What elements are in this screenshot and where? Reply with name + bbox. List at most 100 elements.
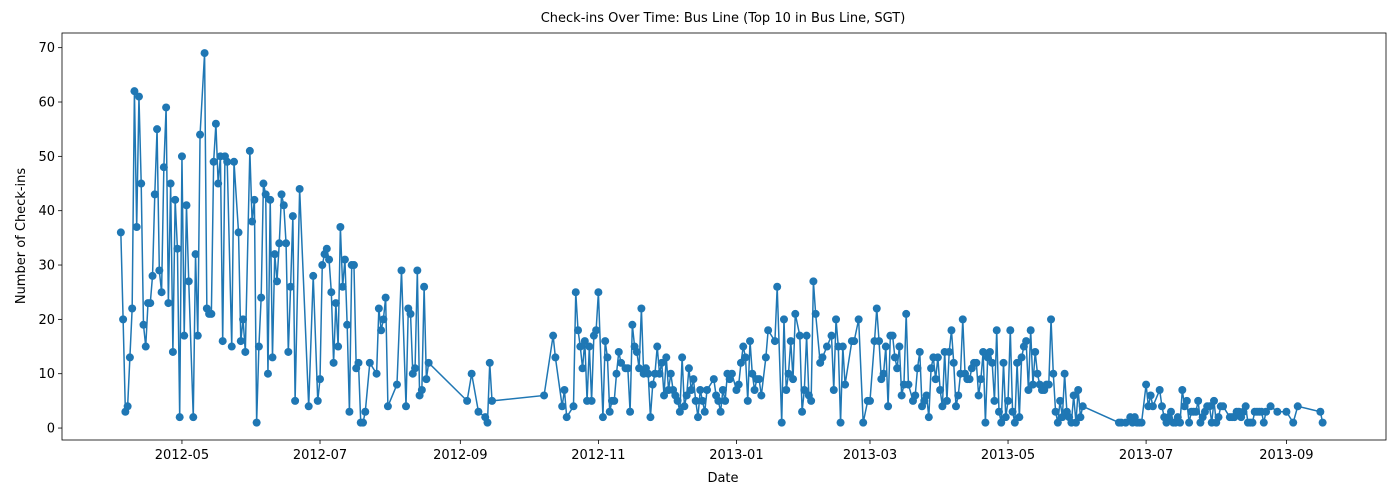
point [1004,396,1013,405]
point [646,413,655,422]
point [689,375,698,384]
point [922,391,931,400]
point [1166,407,1175,416]
point [931,375,940,384]
point [254,342,263,351]
y-tick-label: 60 [38,96,55,111]
point [893,364,902,373]
point [132,222,141,231]
point [727,369,736,378]
y-tick-label: 0 [47,422,55,437]
point [1293,402,1302,411]
point [682,391,691,400]
point [1209,396,1218,405]
point [757,391,766,400]
point [1056,396,1065,405]
point [936,386,945,395]
point [474,407,483,416]
point [947,326,956,335]
point [1316,407,1325,416]
point [1318,418,1327,427]
point [879,369,888,378]
point [902,309,911,318]
point [313,396,322,405]
point [252,418,261,427]
point [137,179,146,188]
point [263,369,272,378]
point [1155,386,1164,395]
point [716,407,725,416]
point [691,396,700,405]
point [994,407,1003,416]
point [809,277,818,286]
point [924,413,933,422]
point [1259,418,1268,427]
point [134,92,143,101]
point [424,358,433,367]
point [562,413,571,422]
point [635,364,644,373]
point [349,261,358,270]
point [895,342,904,351]
point [580,337,589,346]
x-tick-label: 2013-05 [981,448,1035,463]
point [1219,402,1228,411]
point [601,337,610,346]
point [1033,369,1042,378]
point [1017,353,1026,362]
point [587,396,596,405]
point [718,386,727,395]
point [1289,418,1298,427]
x-tick-label: 2012-07 [293,448,347,463]
point [159,163,168,172]
point [913,364,922,373]
point [1058,413,1067,422]
point [173,244,182,253]
point [383,402,392,411]
point [949,358,958,367]
point [1053,418,1062,427]
point [420,282,429,291]
point [933,353,942,362]
point [700,407,709,416]
point [193,331,202,340]
point [1076,413,1085,422]
point [331,299,340,308]
point [965,375,974,384]
point [1262,407,1271,416]
point [822,342,831,351]
point [836,418,845,427]
point [678,353,687,362]
point [157,288,166,297]
point [585,342,594,351]
point [605,407,614,416]
point [175,413,184,422]
point [662,353,671,362]
point [148,271,157,280]
x-axis-label: Date [707,471,738,486]
point [182,201,191,210]
point [549,331,558,340]
point [687,386,696,395]
y-tick-label: 10 [38,367,55,382]
point [653,342,662,351]
point [626,407,635,416]
point [637,304,646,313]
point [811,309,820,318]
point [284,347,293,356]
point [1008,407,1017,416]
point [693,413,702,422]
point [884,402,893,411]
point [777,418,786,427]
point [569,402,578,411]
point [397,266,406,275]
point [999,358,1008,367]
point [850,337,859,346]
point [951,402,960,411]
point [750,386,759,395]
point [354,358,363,367]
point [239,315,248,324]
point [791,309,800,318]
point [911,391,920,400]
point [904,380,913,389]
